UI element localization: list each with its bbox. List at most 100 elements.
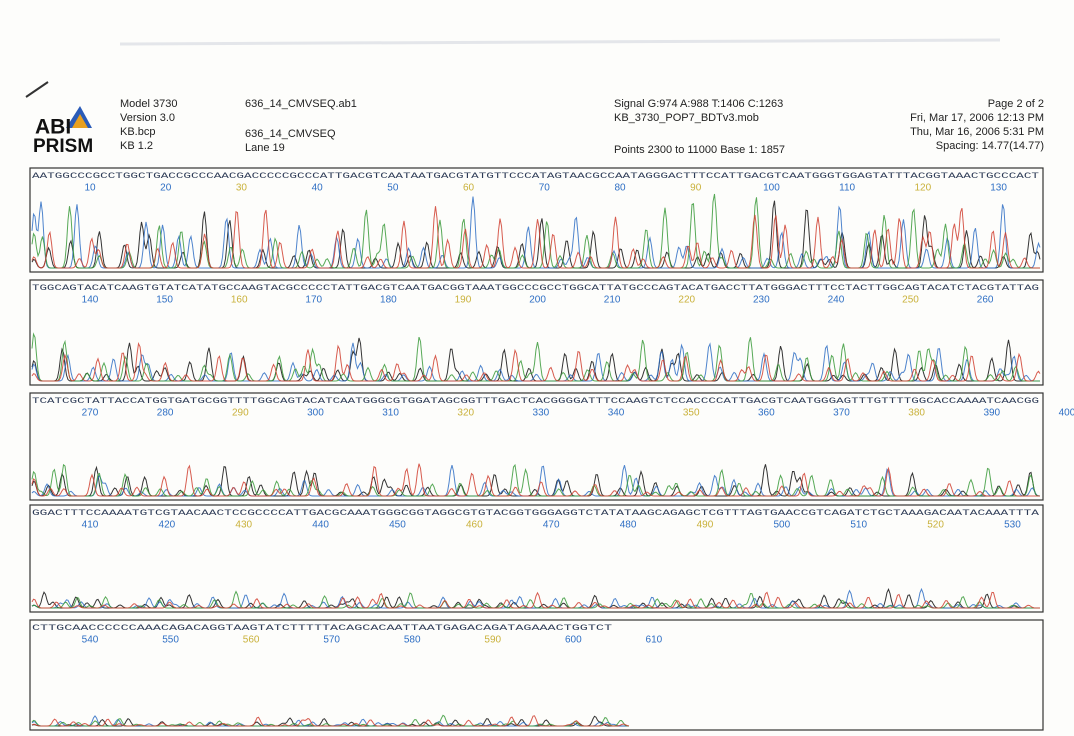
base-position: 290 bbox=[232, 408, 249, 419]
panel-frame bbox=[29, 619, 1044, 731]
base-position: 110 bbox=[839, 183, 855, 194]
base-position: 40 bbox=[312, 183, 324, 194]
printed-date: Fri, Mar 17, 2006 12:13 PM bbox=[910, 112, 1044, 124]
mobility: KB_3730_POP7_BDTv3.mob bbox=[614, 112, 759, 124]
base-position: 570 bbox=[323, 635, 340, 646]
base-position: 510 bbox=[850, 520, 867, 531]
base-position: 230 bbox=[753, 295, 770, 306]
base-position: 470 bbox=[543, 520, 560, 531]
base-position: 580 bbox=[404, 635, 421, 646]
base-position: 410 bbox=[82, 520, 99, 531]
base-position: 350 bbox=[683, 408, 700, 419]
kb-version: KB 1.2 bbox=[120, 140, 153, 152]
model: Model 3730 bbox=[120, 98, 178, 110]
base-position: 80 bbox=[614, 183, 626, 194]
base-position: 210 bbox=[604, 295, 621, 306]
base-position: 130 bbox=[990, 183, 1007, 194]
base-position: 460 bbox=[466, 520, 483, 531]
base-position: 500 bbox=[773, 520, 790, 531]
base-position: 270 bbox=[82, 408, 99, 419]
base-position: 480 bbox=[620, 520, 637, 531]
base-position: 140 bbox=[82, 295, 99, 306]
trace bbox=[31, 463, 1041, 497]
base-position: 190 bbox=[455, 295, 472, 306]
points: Points 2300 to 11000 Base 1: 1857 bbox=[614, 144, 785, 156]
base-position: 240 bbox=[828, 295, 845, 306]
version: Version 3.0 bbox=[120, 112, 175, 124]
base-position: 10 bbox=[84, 183, 96, 194]
trace bbox=[31, 342, 1040, 382]
run-date: Thu, Mar 16, 2006 5:31 PM bbox=[910, 126, 1044, 138]
base-position: 100 bbox=[763, 183, 780, 194]
base-position: 90 bbox=[690, 183, 702, 194]
base-position: 250 bbox=[902, 295, 919, 306]
logo-top: ABI bbox=[35, 116, 71, 139]
base-position: 20 bbox=[160, 183, 172, 194]
signal: Signal G:974 A:988 T:1406 C:1263 bbox=[614, 98, 783, 110]
base-position: 330 bbox=[533, 408, 550, 419]
base-position: 170 bbox=[305, 295, 322, 306]
base-position: 300 bbox=[307, 408, 324, 419]
base-position: 360 bbox=[758, 408, 775, 419]
base-position: 220 bbox=[678, 295, 695, 306]
base-position: 430 bbox=[235, 520, 252, 531]
trace bbox=[31, 342, 1041, 382]
base-position: 450 bbox=[389, 520, 406, 531]
base-position: 30 bbox=[236, 183, 248, 194]
base-position: 150 bbox=[156, 295, 173, 306]
scan-streak bbox=[119, 38, 1001, 46]
base-position: 60 bbox=[463, 183, 475, 194]
base-calls: GGACTTTCCAAAATGTCGTAACAACTCCGCCCCATTGACG… bbox=[32, 509, 1039, 518]
base-position: 50 bbox=[387, 183, 399, 194]
panel-frame bbox=[29, 504, 1044, 613]
page-number: Page 2 of 2 bbox=[988, 98, 1044, 110]
basecaller: KB.bcp bbox=[120, 126, 155, 138]
base-calls: AATGGCCCGCCTGGCTGACCGCCCAACGACCCCCGCCCAT… bbox=[32, 172, 1039, 181]
base-position: 530 bbox=[1004, 520, 1021, 531]
base-position: 420 bbox=[159, 520, 176, 531]
base-position: 200 bbox=[529, 295, 546, 306]
base-position: 550 bbox=[162, 635, 179, 646]
base-position: 520 bbox=[927, 520, 944, 531]
base-calls: TCATCGCTATTACCATGGTGATGCGGTTTTGGCAGTACAT… bbox=[32, 397, 1039, 406]
base-position: 120 bbox=[915, 183, 932, 194]
base-calls: TGGCAGTACATCAAGTGTATCATATGCCAAGTACGCCCCC… bbox=[32, 284, 1039, 293]
base-position: 280 bbox=[157, 408, 174, 419]
base-position: 540 bbox=[82, 635, 99, 646]
base-position: 560 bbox=[243, 635, 260, 646]
lane: Lane 19 bbox=[245, 142, 285, 154]
base-position: 370 bbox=[833, 408, 850, 419]
base-position: 340 bbox=[608, 408, 625, 419]
base-position: 70 bbox=[539, 183, 551, 194]
trace bbox=[31, 463, 1040, 497]
base-position: 390 bbox=[983, 408, 1000, 419]
base-position: 320 bbox=[457, 408, 474, 419]
base-position: 490 bbox=[697, 520, 714, 531]
base-position: 260 bbox=[977, 295, 994, 306]
panel-frame bbox=[29, 167, 1044, 273]
base-calls: CTTGCAACCCCCCAAACAGACAGGTAAGTATCTTTTTACA… bbox=[32, 624, 612, 633]
spacing: Spacing: 14.77(14.77) bbox=[936, 140, 1044, 152]
sample: 636_14_CMVSEQ bbox=[245, 128, 336, 140]
file: 636_14_CMVSEQ.ab1 bbox=[245, 98, 357, 110]
trace bbox=[31, 206, 1040, 269]
base-position: 440 bbox=[312, 520, 329, 531]
base-position: 610 bbox=[646, 635, 663, 646]
base-position: 180 bbox=[380, 295, 397, 306]
logo-bottom: PRISM bbox=[33, 136, 93, 157]
base-position: 160 bbox=[231, 295, 248, 306]
trace bbox=[31, 590, 1040, 609]
trace bbox=[31, 591, 1040, 609]
logo-triangle-inner bbox=[72, 114, 88, 128]
base-position: 380 bbox=[908, 408, 925, 419]
panel-frame bbox=[29, 392, 1044, 501]
base-position: 600 bbox=[565, 635, 582, 646]
panel-frame bbox=[29, 279, 1044, 386]
base-position: 310 bbox=[382, 408, 399, 419]
base-position: 400 bbox=[1059, 408, 1074, 419]
pen-mark bbox=[25, 81, 49, 98]
base-position: 590 bbox=[484, 635, 501, 646]
